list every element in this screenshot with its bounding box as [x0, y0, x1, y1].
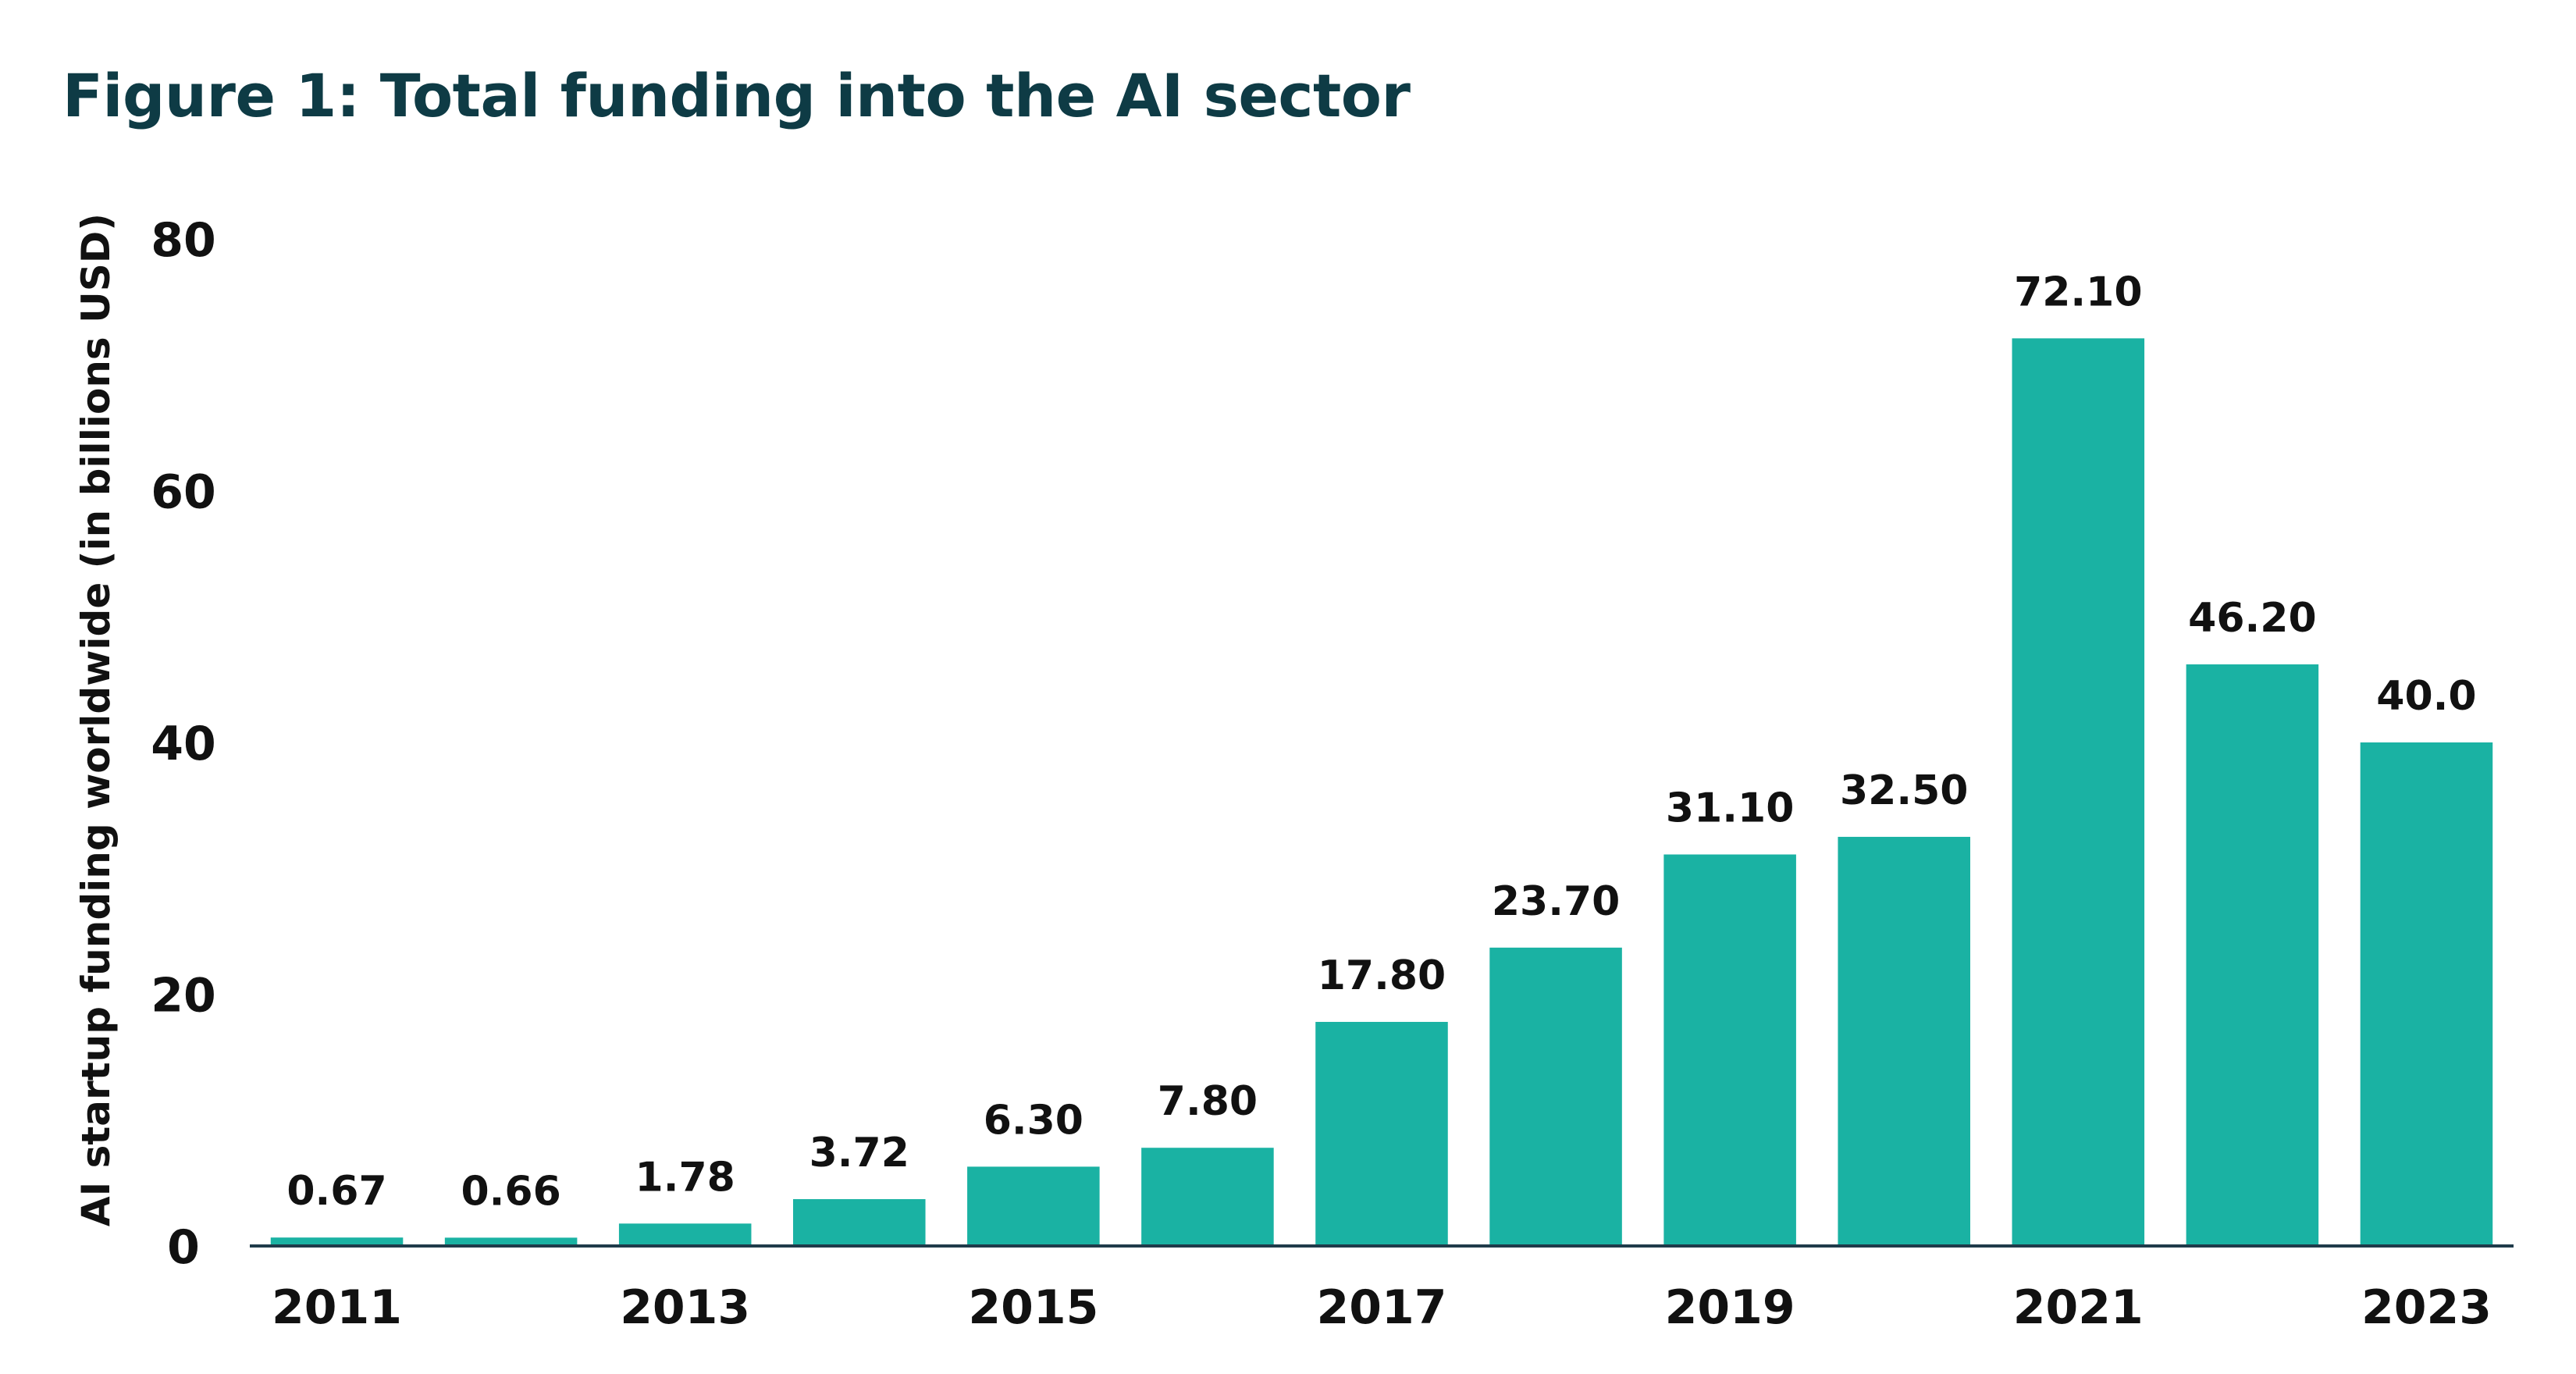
y-axis-ticks: 0 20 40 60 80 — [151, 213, 216, 1275]
x-tick-label-2023: 2023 — [2361, 1280, 2492, 1335]
value-label-2021: 72.10 — [2014, 269, 2142, 315]
bar-2023 — [2360, 742, 2493, 1246]
chart-title: Figure 1: Total funding into the AI sect… — [62, 61, 1411, 130]
x-tick-label-2013: 2013 — [620, 1280, 750, 1335]
y-tick-label: 20 — [151, 969, 216, 1023]
bar-2020 — [1838, 836, 1970, 1246]
value-label-2020: 32.50 — [1840, 767, 1968, 814]
bar-2015 — [967, 1166, 1100, 1246]
bar-2019 — [1663, 854, 1796, 1246]
value-label-2012: 0.66 — [461, 1168, 560, 1215]
bar-2017 — [1315, 1021, 1448, 1246]
y-tick-label: 40 — [151, 717, 216, 771]
y-axis-title-group: AI startup funding worldwide (in billion… — [73, 213, 119, 1226]
x-tick-label-2017: 2017 — [1317, 1280, 1447, 1335]
x-tick-label-2021: 2021 — [2013, 1280, 2144, 1335]
x-tick-label-2019: 2019 — [1665, 1280, 1795, 1335]
value-label-2018: 23.70 — [1492, 878, 1620, 925]
y-tick-label: 0 — [167, 1220, 200, 1275]
value-labels: 0.67 0.66 1.78 3.72 6.30 7.80 17.80 23.70 31.10 3… — [286, 269, 2476, 1215]
y-axis-title: AI startup funding worldwide (in billion… — [73, 213, 119, 1226]
x-axis-ticks: 2011 2013 2015 2017 2019 2021 2023 — [272, 1280, 2492, 1335]
value-label-2019: 31.10 — [1666, 785, 1794, 832]
bar-2013 — [618, 1223, 752, 1246]
bar-2012 — [444, 1237, 578, 1246]
value-label-2017: 17.80 — [1318, 952, 1446, 999]
value-label-2016: 7.80 — [1158, 1078, 1258, 1125]
bar-2018 — [1489, 947, 1622, 1246]
bar-2016 — [1141, 1148, 1274, 1246]
bars — [270, 338, 2493, 1247]
y-tick-label: 60 — [151, 465, 216, 520]
value-label-2013: 1.78 — [635, 1154, 735, 1201]
bar-2011 — [270, 1237, 404, 1246]
x-tick-label-2015: 2015 — [968, 1280, 1098, 1335]
x-tick-label-2011: 2011 — [272, 1280, 402, 1335]
value-label-2014: 3.72 — [809, 1130, 909, 1176]
y-tick-label: 80 — [151, 213, 216, 268]
bar-2022 — [2186, 664, 2319, 1246]
value-label-2015: 6.30 — [984, 1097, 1083, 1144]
value-label-2023: 40.0 — [2376, 673, 2476, 720]
bar-2014 — [793, 1199, 926, 1246]
bar-2021 — [2012, 338, 2145, 1247]
value-label-2022: 46.20 — [2188, 595, 2316, 642]
value-label-2011: 0.67 — [286, 1168, 386, 1215]
